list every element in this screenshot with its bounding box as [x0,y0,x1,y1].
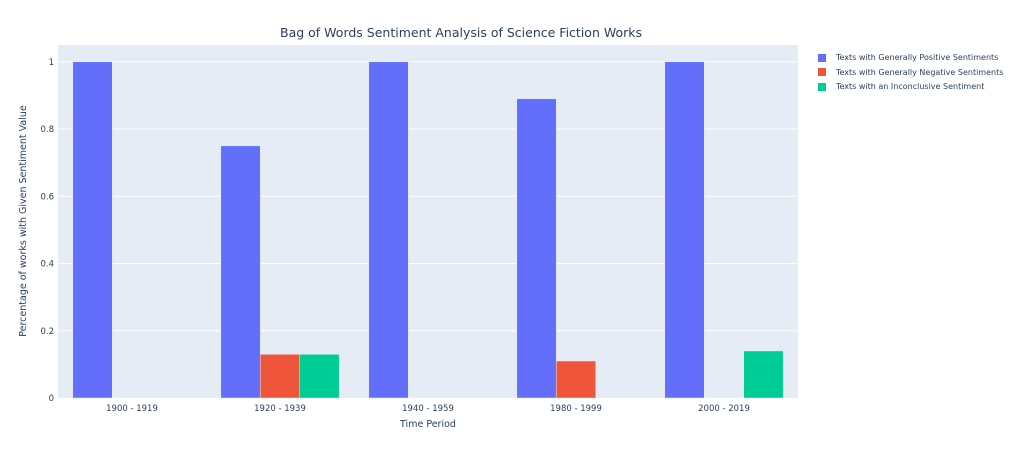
x-tick-label: 1940 - 1959 [402,404,454,414]
bar[interactable] [299,354,340,399]
legend-swatch [818,82,826,91]
bar[interactable] [743,350,784,399]
x-tick-label: 1920 - 1939 [254,404,306,414]
legend-swatch [818,68,826,76]
y-axis-label: Percentage of works with Given Sentiment… [18,105,29,337]
x-tick-label: 1980 - 1999 [550,404,602,414]
bar[interactable] [556,360,596,399]
legend[interactable]: Texts with Generally Positive Sentiments… [818,51,1003,95]
y-tick-label: 0.4 [40,260,54,270]
legend-swatch [818,53,826,62]
bar[interactable] [368,61,409,399]
y-axis-ticks: 0 0.2 0.4 0.6 0.8 1 [40,58,54,404]
bar[interactable] [260,354,300,399]
x-tick-label: 1900 - 1919 [106,404,158,414]
legend-item[interactable]: Texts with Generally Positive Sentiments [818,51,1003,64]
x-tick-label: 2000 - 2019 [698,404,750,414]
legend-label: Texts with Generally Negative Sentiments [836,67,1004,77]
y-tick-label: 0.8 [40,125,54,135]
bar[interactable] [220,145,261,399]
x-axis-label: Time Period [399,419,456,430]
legend-item[interactable]: Texts with an Inconclusive Sentiment [818,80,1003,93]
x-axis-ticks: 1900 - 1919 1920 - 1939 1940 - 1959 1980 - … [106,404,750,414]
bars [72,61,784,399]
bar[interactable] [72,61,113,399]
bar[interactable] [516,98,557,399]
y-tick-label: 0.2 [40,327,54,337]
chart-title: Bag of Words Sentiment Analysis of Scien… [280,25,642,40]
legend-label: Texts with an Inconclusive Sentiment [836,82,985,91]
y-tick-label: 1 [49,58,54,68]
legend-item[interactable]: Texts with Generally Negative Sentiments [818,66,1003,79]
bar[interactable] [664,61,705,399]
y-tick-label: 0.6 [40,192,54,202]
y-tick-label: 0 [49,394,54,404]
legend-label: Texts with Generally Positive Sentiments [836,53,999,62]
